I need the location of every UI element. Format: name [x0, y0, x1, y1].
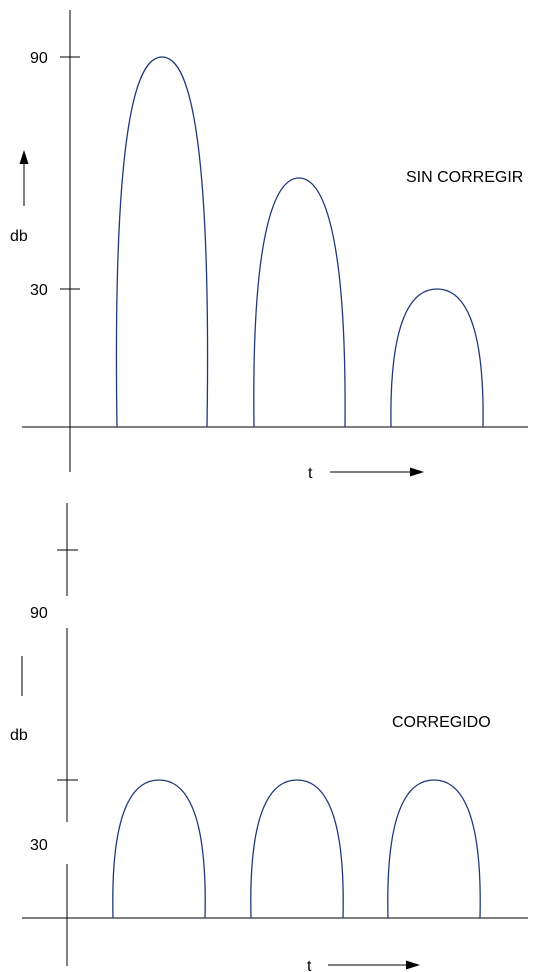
- bottom-caption: CORREGIDO: [392, 714, 491, 731]
- top-panel: 90 30 db SIN CORREGIR t: [10, 10, 528, 482]
- top-tick-label-30: 30: [30, 282, 48, 299]
- top-tick-label-90: 90: [30, 50, 48, 67]
- bottom-axis-label-db: db: [10, 727, 28, 744]
- bottom-lobe-2: [250, 779, 344, 919]
- top-caption: SIN CORREGIR: [406, 169, 523, 186]
- top-time-arrow: [330, 467, 424, 477]
- bottom-lobe-3: [387, 779, 481, 919]
- top-time-label: t: [308, 465, 313, 482]
- bottom-time-arrow: [328, 960, 420, 970]
- top-axis-label-db: db: [10, 228, 28, 245]
- bottom-lobe-1: [112, 779, 206, 919]
- top-lobe-1: [115, 56, 209, 428]
- bottom-tick-label-30: 30: [30, 837, 48, 854]
- top-lobe-3: [390, 288, 484, 428]
- bottom-panel: 90 30 db CORREGIDO t: [10, 503, 528, 972]
- bottom-time-label: t: [307, 958, 312, 972]
- top-lobe-2: [253, 177, 346, 428]
- top-up-arrow: [19, 150, 29, 206]
- bottom-tick-label-90: 90: [30, 605, 48, 622]
